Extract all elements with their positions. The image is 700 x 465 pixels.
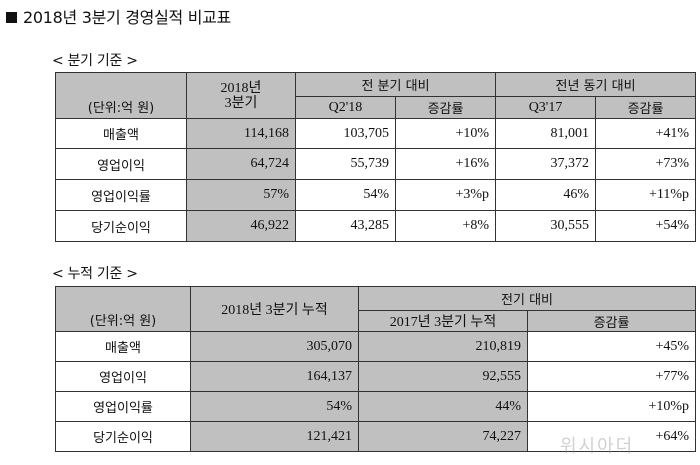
prev-value: 54% xyxy=(295,179,396,211)
black-square-icon xyxy=(6,12,17,23)
yoy-value: 37,372 xyxy=(495,148,597,180)
yoy-change: +73% xyxy=(595,148,697,180)
quarterly-current-header-line1: 2018년 xyxy=(220,80,262,96)
prev-change: +3%p xyxy=(394,179,497,211)
quarterly-section-label: < 분기 기준 > xyxy=(52,53,138,69)
current-value: 57% xyxy=(186,179,296,211)
table-row: 영업이익 64,724 55,739 +16% 37,372 +73% xyxy=(55,148,697,180)
quarterly-prev-sub-header: Q2'18 xyxy=(295,96,396,119)
current-value: 46,922 xyxy=(186,210,296,242)
cumulative-change-header: 증감률 xyxy=(526,310,697,332)
quarterly-table: (단위:억 원) 2018년 3분기 전 분기 대비 전년 동기 대비 Q2'18… xyxy=(55,72,697,242)
prev-value: 74,227 xyxy=(358,421,528,452)
quarterly-current-header: 2018년 3분기 xyxy=(186,72,296,119)
change-value: +77% xyxy=(526,361,697,392)
prev-value: 44% xyxy=(358,391,528,422)
change-value: +45% xyxy=(526,331,697,362)
row-label: 영업이익 xyxy=(55,361,191,392)
row-label: 영업이익 xyxy=(55,148,187,180)
current-value: 305,070 xyxy=(190,331,359,362)
cumulative-current-header: 2018년 3분기 누적 xyxy=(190,286,359,332)
cumulative-section-label: < 누적 기준 > xyxy=(52,266,138,282)
watermark: 위시아더 xyxy=(560,436,635,457)
prev-value: 103,705 xyxy=(295,118,396,149)
quarterly-current-header-line2: 3분기 xyxy=(224,95,258,111)
table-row: 영업이익률 57% 54% +3%p 46% +11%p xyxy=(55,179,697,211)
yoy-change: +11%p xyxy=(595,179,697,211)
prev-value: 43,285 xyxy=(295,210,396,242)
table-row: 매출액 114,168 103,705 +10% 81,001 +41% xyxy=(55,118,697,149)
current-value: 121,421 xyxy=(190,421,359,452)
prev-change: +16% xyxy=(394,148,497,180)
prev-change: +8% xyxy=(394,210,497,242)
yoy-change: +54% xyxy=(595,210,697,242)
yoy-change: +41% xyxy=(595,118,697,149)
change-value: +10%p xyxy=(526,391,697,422)
yoy-value: 81,001 xyxy=(495,118,597,149)
table-row: 매출액 305,070 210,819 +45% xyxy=(55,331,697,362)
current-value: 164,137 xyxy=(190,361,359,392)
table-row: 당기순이익 121,421 74,227 +64% xyxy=(55,421,697,452)
quarterly-yoy-sub-header: Q3'17 xyxy=(495,96,597,119)
row-label: 당기순이익 xyxy=(55,421,191,452)
prev-value: 210,819 xyxy=(358,331,528,362)
cumulative-table: (단위:억 원) 2018년 3분기 누적 전기 대비 2017년 3분기 누적… xyxy=(55,286,697,452)
row-label: 영업이익률 xyxy=(55,179,187,211)
cumulative-prev-sub-header: 2017년 3분기 누적 xyxy=(358,310,528,332)
page-title: 2018년 3분기 경영실적 비교표 xyxy=(6,4,231,28)
table-row: 영업이익률 54% 44% +10%p xyxy=(55,391,697,422)
table-row: 당기순이익 46,922 43,285 +8% 30,555 +54% xyxy=(55,210,697,242)
change-value: +64% xyxy=(526,421,697,452)
row-label: 영업이익률 xyxy=(55,391,191,422)
prev-change: +10% xyxy=(394,118,497,149)
page-title-text: 2018년 3분기 경영실적 비교표 xyxy=(23,8,231,27)
quarterly-yoy-group-header: 전년 동기 대비 xyxy=(495,72,697,97)
quarterly-yoy-change-header: 증감률 xyxy=(595,96,697,119)
current-value: 64,724 xyxy=(186,148,296,180)
yoy-value: 30,555 xyxy=(495,210,597,242)
row-label: 당기순이익 xyxy=(55,210,187,242)
row-label: 매출액 xyxy=(55,331,191,362)
table-row: 영업이익 164,137 92,555 +77% xyxy=(55,361,697,392)
current-value: 114,168 xyxy=(186,118,296,149)
current-value: 54% xyxy=(190,391,359,422)
row-label: 매출액 xyxy=(55,118,187,149)
quarterly-prev-change-header: 증감률 xyxy=(394,96,497,119)
quarterly-unit-header: (단위:억 원) xyxy=(55,72,187,119)
quarterly-prev-group-header: 전 분기 대비 xyxy=(294,72,497,97)
cumulative-unit-header: (단위:억 원) xyxy=(55,286,191,332)
prev-value: 92,555 xyxy=(358,361,528,392)
cumulative-prev-group-header: 전기 대비 xyxy=(357,286,697,311)
yoy-value: 46% xyxy=(495,179,597,211)
prev-value: 55,739 xyxy=(295,148,396,180)
